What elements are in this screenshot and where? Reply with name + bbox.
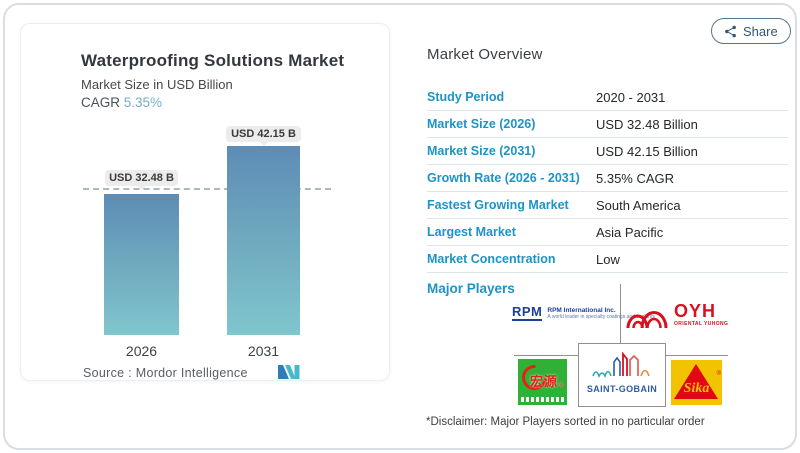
saint-gobain-skyline-icon [591,351,653,383]
table-row-growth-rate: Growth Rate (2026 - 2031) 5.35% CAGR [427,165,788,192]
rpm-tagline: A world leader in specialty coatings and… [547,313,655,320]
row-value: 2020 - 2031 [596,90,666,105]
oyh-arches-icon [625,298,669,329]
major-players-label: Major Players [427,281,515,296]
connector-left-line [514,355,578,356]
bar-2026 [104,194,179,335]
share-label: Share [743,23,778,39]
row-value: Low [596,252,620,267]
hongyuan-registered-mark: ® [558,383,563,389]
source-label: Source : [83,366,132,380]
saint-gobain-wordmark: SAINT-GOBAIN [586,384,658,394]
source-line: Source : Mordor Intelligence [83,366,248,380]
bar-value-badge-2026: USD 32.48 B [105,170,178,190]
cagr-value: 5.35% [123,95,163,110]
bar-value-badge-2031: USD 42.15 B [226,126,301,146]
overview-title: Market Overview [427,46,543,63]
row-label: Growth Rate (2026 - 2031) [427,171,580,185]
hongyuan-logo: 宏源 ® [518,359,567,405]
rpm-name: RPM International Inc. [547,306,616,314]
sika-registered-mark: ® [716,371,721,377]
cagr-line: CAGR 5.35% [81,95,162,110]
table-row-study-period: Study Period 2020 - 2031 [427,84,788,111]
oyh-wordmark: OYH [674,301,717,321]
row-label: Market Size (2026) [427,117,536,131]
oyh-logo: OYH ORIENTAL YUHONG [625,298,728,329]
table-row-market-size-2031: Market Size (2031) USD 42.15 Billion [427,138,788,165]
row-label: Largest Market [427,225,516,239]
chart-subtitle: Market Size in USD Billion [81,77,233,92]
row-value: South America [596,198,681,213]
hongyuan-characters: 宏源 [530,374,559,389]
chart-card: Waterproofing Solutions Market Market Si… [20,23,390,381]
share-button[interactable]: Share [711,18,791,44]
mordor-intelligence-logo-icon [278,365,300,384]
source-name: Mordor Intelligence [135,366,248,380]
row-value: 5.35% CAGR [596,171,675,186]
connector-vertical-line [620,284,621,343]
row-label: Study Period [427,90,505,104]
row-value: USD 42.15 Billion [596,144,698,159]
x-tick-2031: 2031 [247,343,280,359]
chart-title: Waterproofing Solutions Market [81,51,345,70]
row-label: Market Concentration [427,252,556,266]
hongyuan-tagline-strip [521,397,564,402]
connector-right-line [666,355,728,356]
rpm-mark-icon: RPM [512,304,543,321]
oyh-subtitle: ORIENTAL YUHONG [674,321,729,327]
saint-gobain-logo: SAINT-GOBAIN [578,343,666,407]
sika-triangle-icon [671,360,722,410]
sika-wordmark: Sika [683,381,710,396]
row-value: Asia Pacific [596,225,664,240]
row-label: Fastest Growing Market [427,198,569,212]
table-row-market-size-2026: Market Size (2026) USD 32.48 Billion [427,111,788,138]
row-label: Market Size (2031) [427,144,536,158]
sika-logo: Sika ® [671,360,722,405]
bar-2031 [227,146,300,335]
table-row-largest-market: Largest Market Asia Pacific [427,219,788,246]
table-row-fastest-growing: Fastest Growing Market South America [427,192,788,219]
row-value: USD 32.48 Billion [596,117,698,132]
share-icon [724,25,737,38]
cagr-label: CAGR [81,95,121,110]
disclaimer-text: *Disclaimer: Major Players sorted in no … [426,416,705,428]
x-tick-2026: 2026 [125,343,158,359]
reference-dashed-line [83,188,331,190]
table-row-market-concentration: Market Concentration Low [427,246,788,273]
rpm-logo: RPM RPM International Inc. A world leade… [512,305,655,321]
